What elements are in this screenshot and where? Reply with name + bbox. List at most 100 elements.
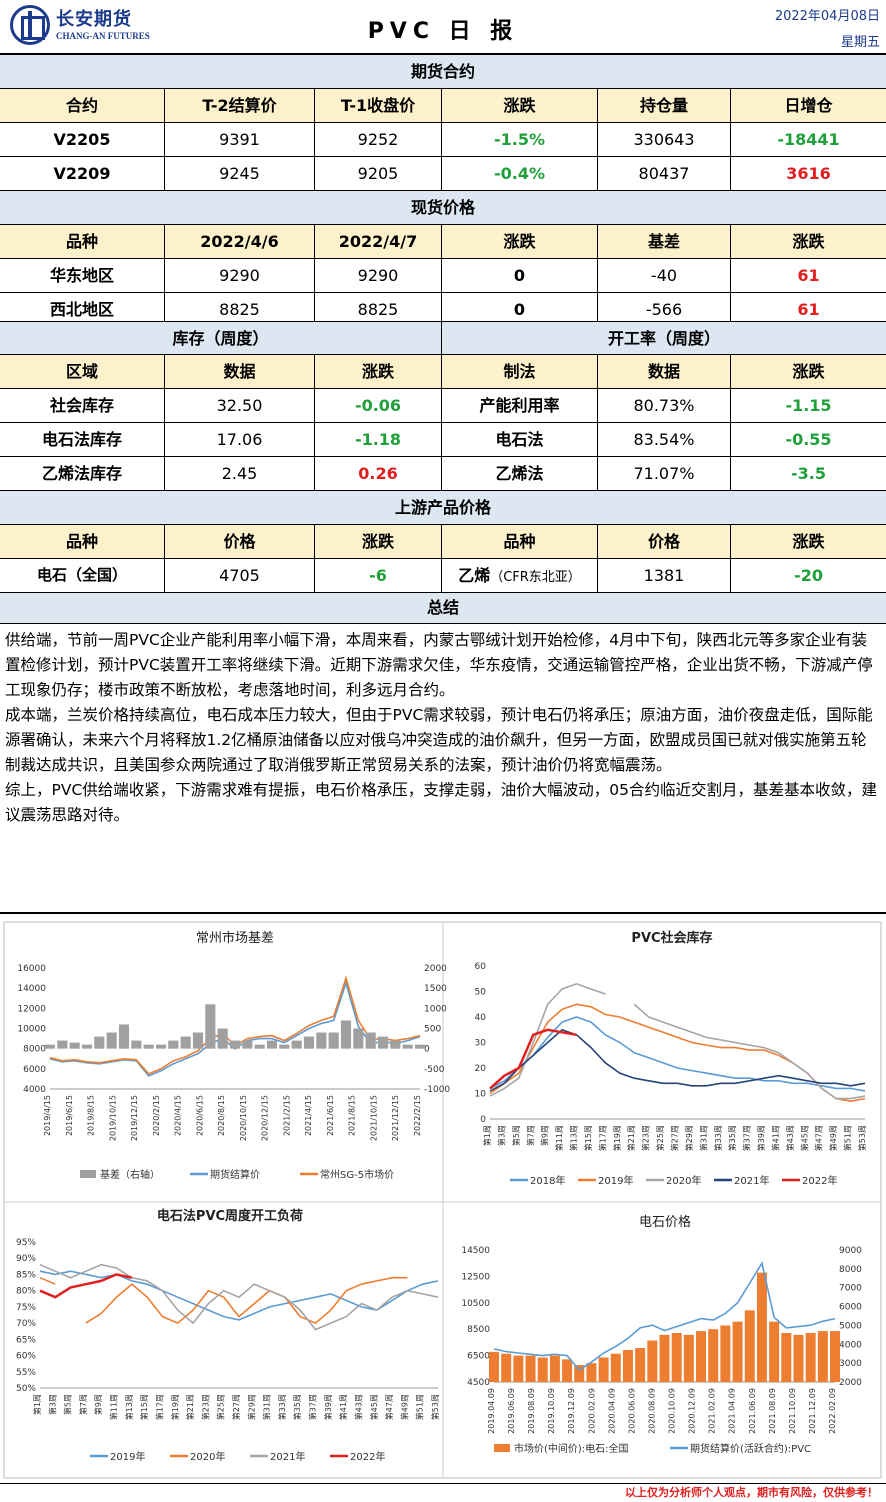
x-tick-label: 2019.08.09 (527, 1388, 536, 1434)
inv-header-row: 区域 数据 涨跌 制法 数据 涨跌 (0, 355, 886, 389)
legend-label: 2018年 (530, 1174, 565, 1187)
change: 0 (442, 293, 598, 326)
y-tick-label: 70% (16, 1319, 36, 1329)
bar (44, 1044, 56, 1049)
op-name: 乙烯法 (442, 457, 598, 490)
legend-label: 2020年 (666, 1174, 701, 1187)
y-tick-label: 10000 (17, 1025, 46, 1035)
x-tick-label: 2020/12/15 (261, 1095, 270, 1141)
inv-value: 17.06 (165, 423, 315, 456)
col-header: 区域 (0, 355, 165, 388)
legend-label: 2019年 (110, 1450, 145, 1463)
bar (622, 1349, 633, 1382)
col-header: 日增仓 (784, 96, 833, 115)
series-line (39, 1263, 439, 1331)
x-tick-label: 第45周 (799, 1125, 809, 1151)
section-spot: 现货价格 (0, 191, 886, 225)
y-tick-label: 60% (16, 1352, 36, 1362)
y2-tick-label: 1500 (424, 984, 447, 994)
x-tick-label: 第15周 (583, 1125, 593, 1151)
bar (81, 1044, 93, 1049)
x-tick-label: 第53周 (857, 1125, 867, 1151)
bar (659, 1334, 670, 1382)
x-tick-label: 2020/2/15 (152, 1095, 161, 1136)
logo-en: CHANG-AN FUTURES (56, 31, 150, 41)
x-tick-label: 第39周 (756, 1125, 766, 1151)
x-tick-label: 2019.04.09 (487, 1388, 496, 1434)
section-futures: 期货合约 (0, 55, 886, 89)
x-tick-label: 2020.12.09 (688, 1388, 697, 1434)
table-row: 社会库存 32.50 -0.06 产能利用率 80.73% -1.15 (0, 389, 886, 423)
oi-change: 3616 (786, 164, 831, 183)
charts-area: 常州市场基差 16000 14000 12000 10000 8000 6000 4000 20… (0, 914, 886, 1484)
y-tick-label: 8000 (23, 1045, 46, 1055)
x-tick-label: 2021/2/15 (282, 1095, 291, 1136)
y-tick-label: 20 (475, 1064, 487, 1074)
col-header: 合约 (0, 89, 165, 122)
series-line (489, 1003, 866, 1103)
col-header: 持仓量 (598, 89, 731, 122)
product-name-sub: （CFR东北亚） (490, 570, 581, 585)
x-tick-label: 第33周 (277, 1394, 287, 1420)
x-tick-label: 第29周 (684, 1125, 694, 1151)
t2-price: 9245 (165, 157, 315, 190)
x-tick-label: 第23周 (641, 1125, 651, 1151)
inv-change: -0.06 (315, 389, 442, 422)
region: 西北地区 (0, 293, 165, 326)
bar (683, 1334, 694, 1382)
x-tick-label: 第21周 (626, 1125, 636, 1151)
x-tick-label: 第19周 (170, 1394, 180, 1420)
series-line (489, 1028, 866, 1092)
y2-tick-label: 500 (424, 1025, 441, 1035)
col-header: 数据 (598, 355, 731, 388)
bar (390, 1040, 401, 1049)
bar (143, 1044, 154, 1049)
t1-price: 9252 (315, 123, 442, 156)
x-tick-label: 第7周 (525, 1125, 535, 1146)
product-price: 1381 (598, 559, 731, 592)
y2-tick-label: 7000 (839, 1284, 862, 1294)
series-line (49, 975, 421, 1075)
x-tick-label: 2021/12/15 (391, 1095, 400, 1141)
bar (131, 1040, 142, 1049)
x-tick-label: 第47周 (814, 1125, 824, 1151)
y-tick-label: 50 (475, 988, 487, 998)
bar (793, 1334, 804, 1382)
t1-price: 9205 (315, 157, 442, 190)
y2-tick-label: 2000 (839, 1378, 862, 1388)
y2-tick-label: 2000 (424, 964, 447, 974)
product-change: -20 (794, 566, 823, 585)
op-change: -0.55 (785, 430, 832, 449)
x-tick-label: 第5周 (511, 1125, 521, 1146)
legend-label: 基差（右轴） (100, 1168, 160, 1181)
basis: -40 (598, 259, 731, 292)
x-tick-label: 第23周 (200, 1394, 210, 1420)
open-interest: 80437 (598, 157, 731, 190)
x-tick-label: 第13周 (569, 1125, 579, 1151)
y2-tick-label: 4000 (839, 1340, 862, 1350)
col-header: 2022/4/6 (165, 225, 315, 258)
x-tick-label: 第21周 (185, 1394, 195, 1420)
legend-label: 常州SG-5市场价 (320, 1168, 394, 1181)
legend-label: 2021年 (734, 1174, 769, 1187)
inv-value: 32.50 (165, 389, 315, 422)
y2-tick-label: 8000 (839, 1265, 862, 1275)
x-tick-label: 2022.02.09 (828, 1388, 837, 1434)
x-tick-label: 第25周 (216, 1394, 226, 1420)
bar (817, 1331, 828, 1382)
inv-name: 社会库存 (0, 389, 165, 422)
y-tick-label: 14500 (461, 1246, 490, 1256)
y2-tick-label: 0 (424, 1045, 430, 1055)
x-tick-label: 第35周 (727, 1125, 737, 1151)
section-summary: 总结 (0, 593, 886, 624)
bar (279, 1044, 290, 1049)
x-tick-label: 2021.12.09 (808, 1388, 817, 1434)
series-line (49, 980, 421, 1077)
col-header: 价格 (598, 525, 731, 558)
section-operating: 开工率（周度） (442, 321, 886, 355)
x-tick-label: 第39周 (323, 1394, 333, 1420)
charts-svg: 常州市场基差1600014000120001000080006000400020… (3, 921, 882, 1479)
y-tick-label: 8500 (467, 1325, 490, 1335)
x-tick-label: 第43周 (353, 1394, 363, 1420)
x-tick-label: 第3周 (47, 1394, 57, 1415)
